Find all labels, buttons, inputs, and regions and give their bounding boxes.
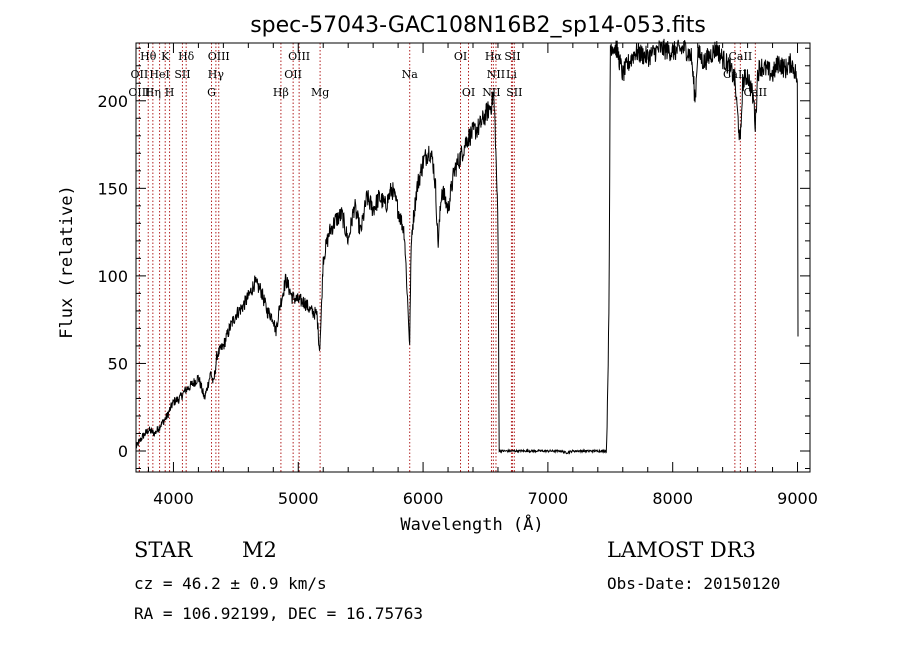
line-label-12: Hγ <box>208 68 225 81</box>
line-label-4: OIII <box>288 50 310 63</box>
plot-frame <box>135 42 811 473</box>
line-label-9: OII <box>131 68 149 81</box>
object-class: STAR <box>134 538 193 562</box>
x-axis-label: Wavelength (Å) <box>400 513 543 535</box>
line-label-24: OI <box>462 86 475 99</box>
line-label-3: OIII <box>208 50 230 63</box>
x-tick-label: 5000 <box>278 489 319 508</box>
x-axis-ticks: 4000 5000 6000 7000 8000 9000 <box>147 43 818 508</box>
spectral-line-markers <box>138 43 756 472</box>
line-label-7: SII <box>504 50 520 63</box>
line-label-18: Hη <box>145 86 161 99</box>
y-tick-label: 100 <box>97 267 128 286</box>
line-label-11: SII <box>174 68 190 81</box>
line-label-10: HeI <box>149 68 169 81</box>
line-label-19: H <box>165 86 175 99</box>
line-label-22: Mg <box>311 86 329 99</box>
object-subclass: M2 <box>242 538 277 562</box>
line-label-15: Li <box>506 68 517 81</box>
line-label-27: CaII <box>743 86 767 99</box>
y-axis-label: Flux (relative) <box>57 185 77 339</box>
line-label-25: NII <box>482 86 500 99</box>
line-label-5: OI <box>454 50 467 63</box>
line-label-1: K <box>161 50 170 63</box>
x-tick-label: 6000 <box>403 489 444 508</box>
y-axis-ticks: 0 50 100 150 200 <box>97 47 810 469</box>
line-label-20: G <box>207 86 216 99</box>
line-label-0: Hθ <box>140 50 157 63</box>
x-tick-label: 8000 <box>652 489 693 508</box>
y-tick-label: 0 <box>118 442 128 461</box>
observation-date: Obs-Date: 20150120 <box>607 574 781 593</box>
coordinates: RA = 106.92199, DEC = 16.75763 <box>134 604 423 623</box>
line-label-13: OII <box>284 68 302 81</box>
line-label-6: Hα <box>485 50 503 63</box>
line-label-23: Na <box>402 68 419 81</box>
spectrum-line <box>135 38 799 455</box>
x-tick-label: 9000 <box>777 489 818 508</box>
y-tick-label: 200 <box>97 92 128 111</box>
line-label-14: NII <box>487 68 505 81</box>
x-tick-label: 4000 <box>153 489 194 508</box>
y-tick-label: 50 <box>108 354 128 373</box>
redshift-cz: cz = 46.2 ± 0.9 km/s <box>134 574 327 593</box>
line-label-21: Hβ <box>273 86 289 99</box>
x-tick-label: 7000 <box>528 489 569 508</box>
line-label-8: CaII <box>729 50 753 63</box>
line-label-17: OIII <box>128 86 150 99</box>
survey-name: LAMOST DR3 <box>607 538 756 562</box>
line-label-26: SII <box>506 86 522 99</box>
chart-title: spec-57043-GAC108N16B2_sp14-053.fits <box>250 13 706 38</box>
line-label-2: Hδ <box>178 50 195 63</box>
y-tick-label: 150 <box>97 179 128 198</box>
